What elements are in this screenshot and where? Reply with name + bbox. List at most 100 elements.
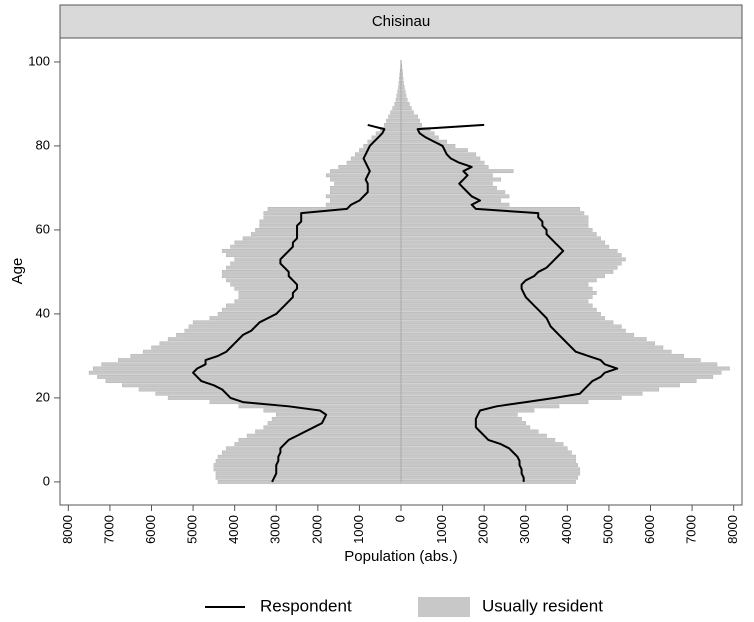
bar xyxy=(215,471,402,476)
bar xyxy=(400,135,439,140)
bar xyxy=(215,458,402,463)
bar xyxy=(246,433,402,438)
bar xyxy=(400,278,597,283)
bar xyxy=(151,345,402,350)
bar xyxy=(400,316,606,321)
x-tick-label: 4000 xyxy=(559,515,574,544)
bar xyxy=(400,240,606,245)
bar xyxy=(400,274,606,279)
y-tick-label: 0 xyxy=(43,473,50,488)
bar xyxy=(388,114,402,119)
bar xyxy=(213,463,402,468)
bar xyxy=(390,110,402,115)
bar xyxy=(400,114,418,119)
bar xyxy=(400,169,514,174)
bar xyxy=(400,156,481,161)
bar xyxy=(221,269,402,274)
bar xyxy=(346,160,402,165)
bar xyxy=(400,471,581,476)
bar xyxy=(396,93,402,98)
bar xyxy=(255,429,402,434)
bar xyxy=(400,223,589,228)
x-tick-label: 1000 xyxy=(351,515,366,544)
bar xyxy=(400,265,618,270)
bar xyxy=(122,383,402,388)
bar xyxy=(400,374,714,379)
bar xyxy=(400,341,655,346)
x-tick-label: 0 xyxy=(392,515,407,522)
bar xyxy=(155,391,402,396)
bar xyxy=(226,446,402,451)
bar xyxy=(217,479,402,484)
bar xyxy=(400,227,593,232)
bar xyxy=(400,463,578,468)
bar xyxy=(97,374,402,379)
bar xyxy=(325,202,402,207)
bar xyxy=(400,219,589,224)
bar xyxy=(400,421,527,426)
bar xyxy=(130,353,402,358)
bar xyxy=(138,387,402,392)
bar xyxy=(271,416,402,421)
bar xyxy=(215,475,402,480)
bar xyxy=(259,219,402,224)
bar xyxy=(400,118,420,123)
bar xyxy=(400,337,647,342)
bar xyxy=(263,408,402,413)
bar xyxy=(400,198,502,203)
bar xyxy=(384,123,402,127)
bar xyxy=(400,173,493,178)
bar xyxy=(400,391,643,396)
bar xyxy=(188,324,402,329)
bar xyxy=(217,454,402,459)
bar xyxy=(105,379,402,384)
bar xyxy=(93,366,402,371)
bar xyxy=(325,173,402,178)
bar xyxy=(221,248,402,253)
bar xyxy=(251,232,402,237)
bar xyxy=(330,185,402,190)
x-tick-label: 7000 xyxy=(101,515,116,544)
bar xyxy=(238,404,402,409)
bar xyxy=(400,370,722,375)
bar xyxy=(259,223,402,228)
bar xyxy=(400,89,406,94)
x-tick-label: 4000 xyxy=(226,515,241,544)
bar xyxy=(400,299,589,304)
bar xyxy=(234,240,402,245)
bar xyxy=(400,437,556,442)
bar xyxy=(400,324,622,329)
bar xyxy=(400,93,407,98)
bar xyxy=(226,265,402,270)
bar xyxy=(400,383,680,388)
bar xyxy=(192,320,402,325)
bar xyxy=(400,429,539,434)
bar xyxy=(400,345,664,350)
bar xyxy=(221,450,402,455)
bar xyxy=(400,366,730,371)
bar xyxy=(386,118,402,123)
bar xyxy=(400,450,572,455)
bar xyxy=(213,467,402,472)
bar xyxy=(226,253,402,258)
x-tick-label: 3000 xyxy=(268,515,283,544)
bar xyxy=(400,311,601,316)
bar xyxy=(355,152,402,157)
bar xyxy=(400,160,485,165)
bar xyxy=(400,269,614,274)
bar xyxy=(400,332,635,337)
x-tick-label: 2000 xyxy=(476,515,491,544)
bar xyxy=(400,467,581,472)
bar xyxy=(184,328,402,333)
legend-label: Usually resident xyxy=(482,596,603,615)
x-tick-label: 5000 xyxy=(185,515,200,544)
bar xyxy=(263,211,402,216)
bar xyxy=(267,421,402,426)
bar xyxy=(400,236,601,241)
bar xyxy=(234,257,402,262)
bar xyxy=(230,282,402,287)
bar xyxy=(400,404,560,409)
panel-title: Chisinau xyxy=(372,13,430,30)
bar xyxy=(238,437,402,442)
bar xyxy=(234,442,402,447)
